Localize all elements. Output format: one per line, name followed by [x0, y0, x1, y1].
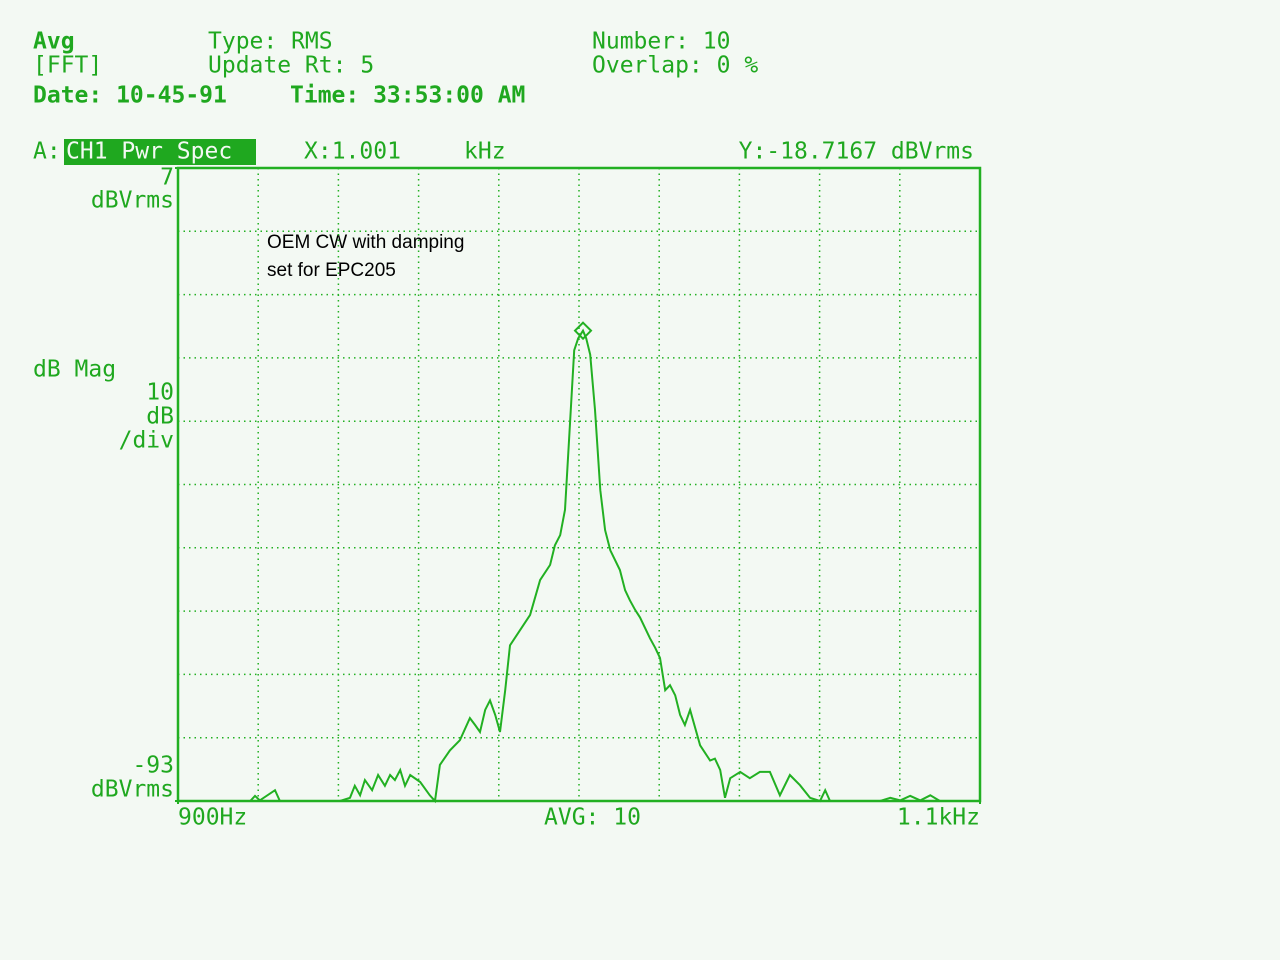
trace-label: A: — [33, 139, 61, 165]
plot-frame — [176, 166, 982, 803]
y-readout: Y:-18.7167 dBVrms — [739, 139, 974, 165]
date: Date: 10-45-91 — [33, 83, 227, 109]
x-tick-label: 900Hz — [178, 805, 247, 831]
per-div-suffix: /div — [119, 428, 174, 454]
y-unit-label: dBVrms — [91, 777, 174, 803]
update-rate: Update Rt: 5 — [208, 53, 374, 79]
y-unit-label: dBVrms — [91, 188, 174, 214]
overlap: Overlap: 0 % — [592, 53, 758, 79]
annotation: set for EPC205 — [267, 260, 396, 281]
scale-format: dB Mag — [33, 357, 116, 383]
per-div-value: 10 — [146, 380, 174, 406]
x-readout: X:1.001 — [304, 139, 401, 165]
x-tick-label: 1.1kHz — [897, 805, 980, 831]
time: Time: 33:53:00 AM — [290, 83, 525, 109]
trace — [178, 328, 980, 804]
avg-number: Number: 10 — [592, 29, 730, 55]
average-count: AVG: 10 — [544, 805, 641, 831]
x-unit: kHz — [464, 139, 506, 165]
per-div-unit: dB — [146, 404, 174, 430]
measurement: CH1 Pwr Spec — [66, 139, 232, 165]
mode: Avg — [33, 29, 75, 55]
marker — [573, 321, 593, 341]
measurement-highlight — [64, 139, 256, 165]
y-tick-label: -93 — [132, 753, 174, 779]
sub-mode: [FFT] — [33, 53, 102, 79]
y-tick-label: 7 — [160, 165, 174, 191]
annotation: OEM CW with damping — [267, 232, 464, 253]
avg-type: Type: RMS — [208, 29, 333, 55]
